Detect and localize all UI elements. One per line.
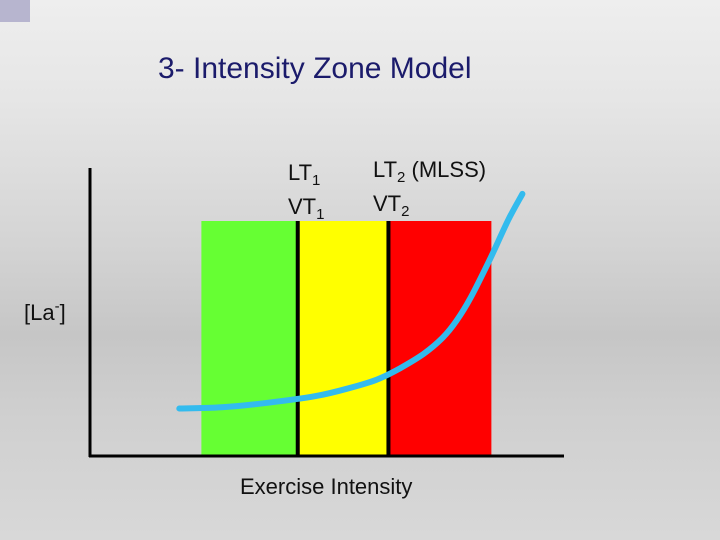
series-layer: [176, 190, 526, 412]
zone-1: [201, 221, 298, 456]
threshold-2-label: LT2 (MLSS) VT2: [373, 157, 486, 225]
zone-2: [297, 221, 389, 456]
threshold-1-label: LT1 VT1: [288, 160, 324, 228]
lt2-label: LT2 (MLSS): [373, 157, 487, 186]
boundary-layer: [295, 221, 391, 456]
corner-swatch: [0, 0, 30, 22]
y-axis-label: [La-]: [24, 298, 66, 325]
lt1-label: LT1: [288, 160, 321, 189]
vt1-label: VT1: [288, 194, 325, 223]
zone-layer: [201, 221, 492, 456]
vt2-label: VT2: [373, 191, 410, 220]
lactate-curve-1: [176, 190, 526, 412]
slide-title: 3- Intensity Zone Model: [158, 52, 472, 85]
x-axis-label: Exercise Intensity: [240, 474, 413, 499]
